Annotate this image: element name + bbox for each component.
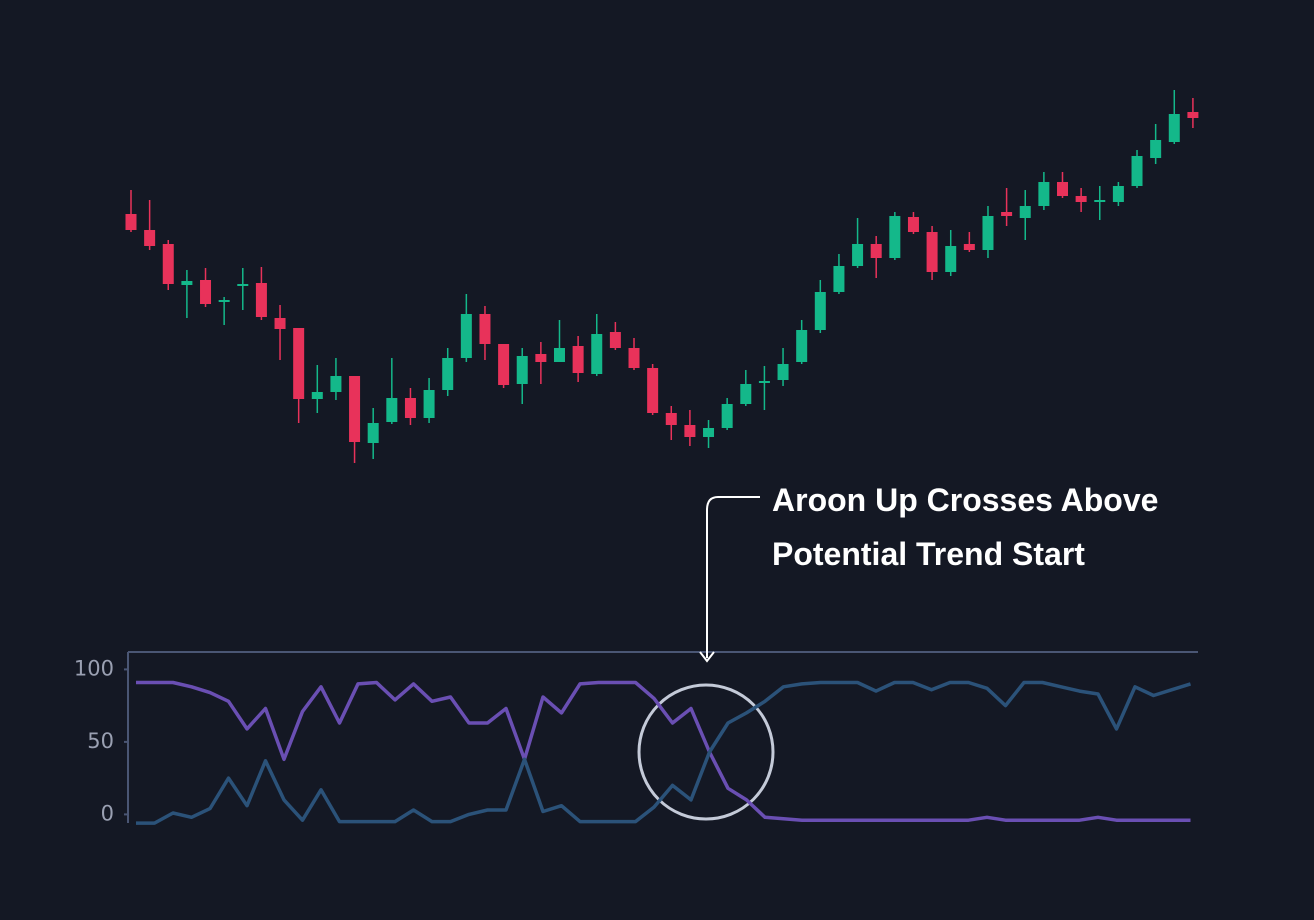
candle-body [758, 381, 770, 383]
candle-body [572, 346, 584, 373]
candle-body [833, 266, 845, 292]
annotation: Potential Trend Start [772, 536, 1085, 572]
candle-body [889, 216, 901, 258]
candle-body [1168, 114, 1180, 142]
candle-body [926, 232, 938, 272]
candle-body [647, 368, 659, 413]
candle-body [703, 428, 715, 437]
candle-body [498, 344, 510, 385]
candle-body [907, 217, 919, 232]
candle-body [237, 284, 249, 286]
candle-body [982, 216, 994, 250]
candle-body [628, 348, 640, 368]
candle-body [460, 314, 472, 358]
candle-body [777, 364, 789, 380]
candle-body [1038, 182, 1050, 206]
candle-body [609, 332, 621, 348]
candle-body [330, 376, 342, 392]
annotation-arrow [706, 496, 760, 658]
candle-body [1094, 200, 1106, 202]
candle-body [218, 300, 230, 302]
candle-body [1001, 212, 1013, 216]
candle-body [665, 413, 677, 425]
candle-body [796, 330, 808, 362]
candle-body [479, 314, 491, 344]
candle-body [125, 214, 137, 230]
candle-body [516, 356, 528, 384]
candle-body [1187, 112, 1199, 118]
candle-body [963, 244, 975, 250]
candle-body [1150, 140, 1162, 158]
arrow-head [699, 651, 715, 663]
candle-body [200, 280, 212, 304]
candle-body [162, 244, 174, 284]
candle-body [1112, 186, 1124, 202]
candle-body [144, 230, 156, 246]
candle-body [721, 404, 733, 428]
indicator-line [136, 680, 1191, 822]
candle-body [1075, 196, 1087, 202]
indicator-line [136, 680, 1192, 825]
y-tick-label: 0 [101, 801, 114, 825]
candle-body [870, 244, 882, 258]
candle-body [814, 292, 826, 330]
candle-body [367, 423, 379, 443]
candle-body [311, 392, 323, 399]
candle-body [274, 318, 286, 329]
candle-body [684, 425, 696, 437]
candle-body [945, 246, 957, 272]
candle-body [1019, 206, 1031, 218]
candle-body [181, 281, 193, 285]
candle-body [553, 348, 565, 362]
candle-body [740, 384, 752, 404]
highlight-circle [637, 683, 775, 821]
candle-body [255, 283, 267, 317]
candle-body [349, 376, 361, 442]
candle-body [535, 354, 547, 362]
candle-body [293, 328, 305, 399]
candle-body [591, 334, 603, 374]
y-tick-label: 50 [87, 729, 114, 753]
candle-body [442, 358, 454, 390]
candle-body [852, 244, 864, 266]
candle-body [423, 390, 435, 418]
y-tick-label: 100 [74, 656, 114, 680]
candle-body [1057, 182, 1068, 196]
candle-body [386, 398, 398, 422]
candle-body [1131, 156, 1143, 186]
annotation: Aroon Up Crosses Above [772, 482, 1158, 518]
candle-body [404, 398, 416, 418]
